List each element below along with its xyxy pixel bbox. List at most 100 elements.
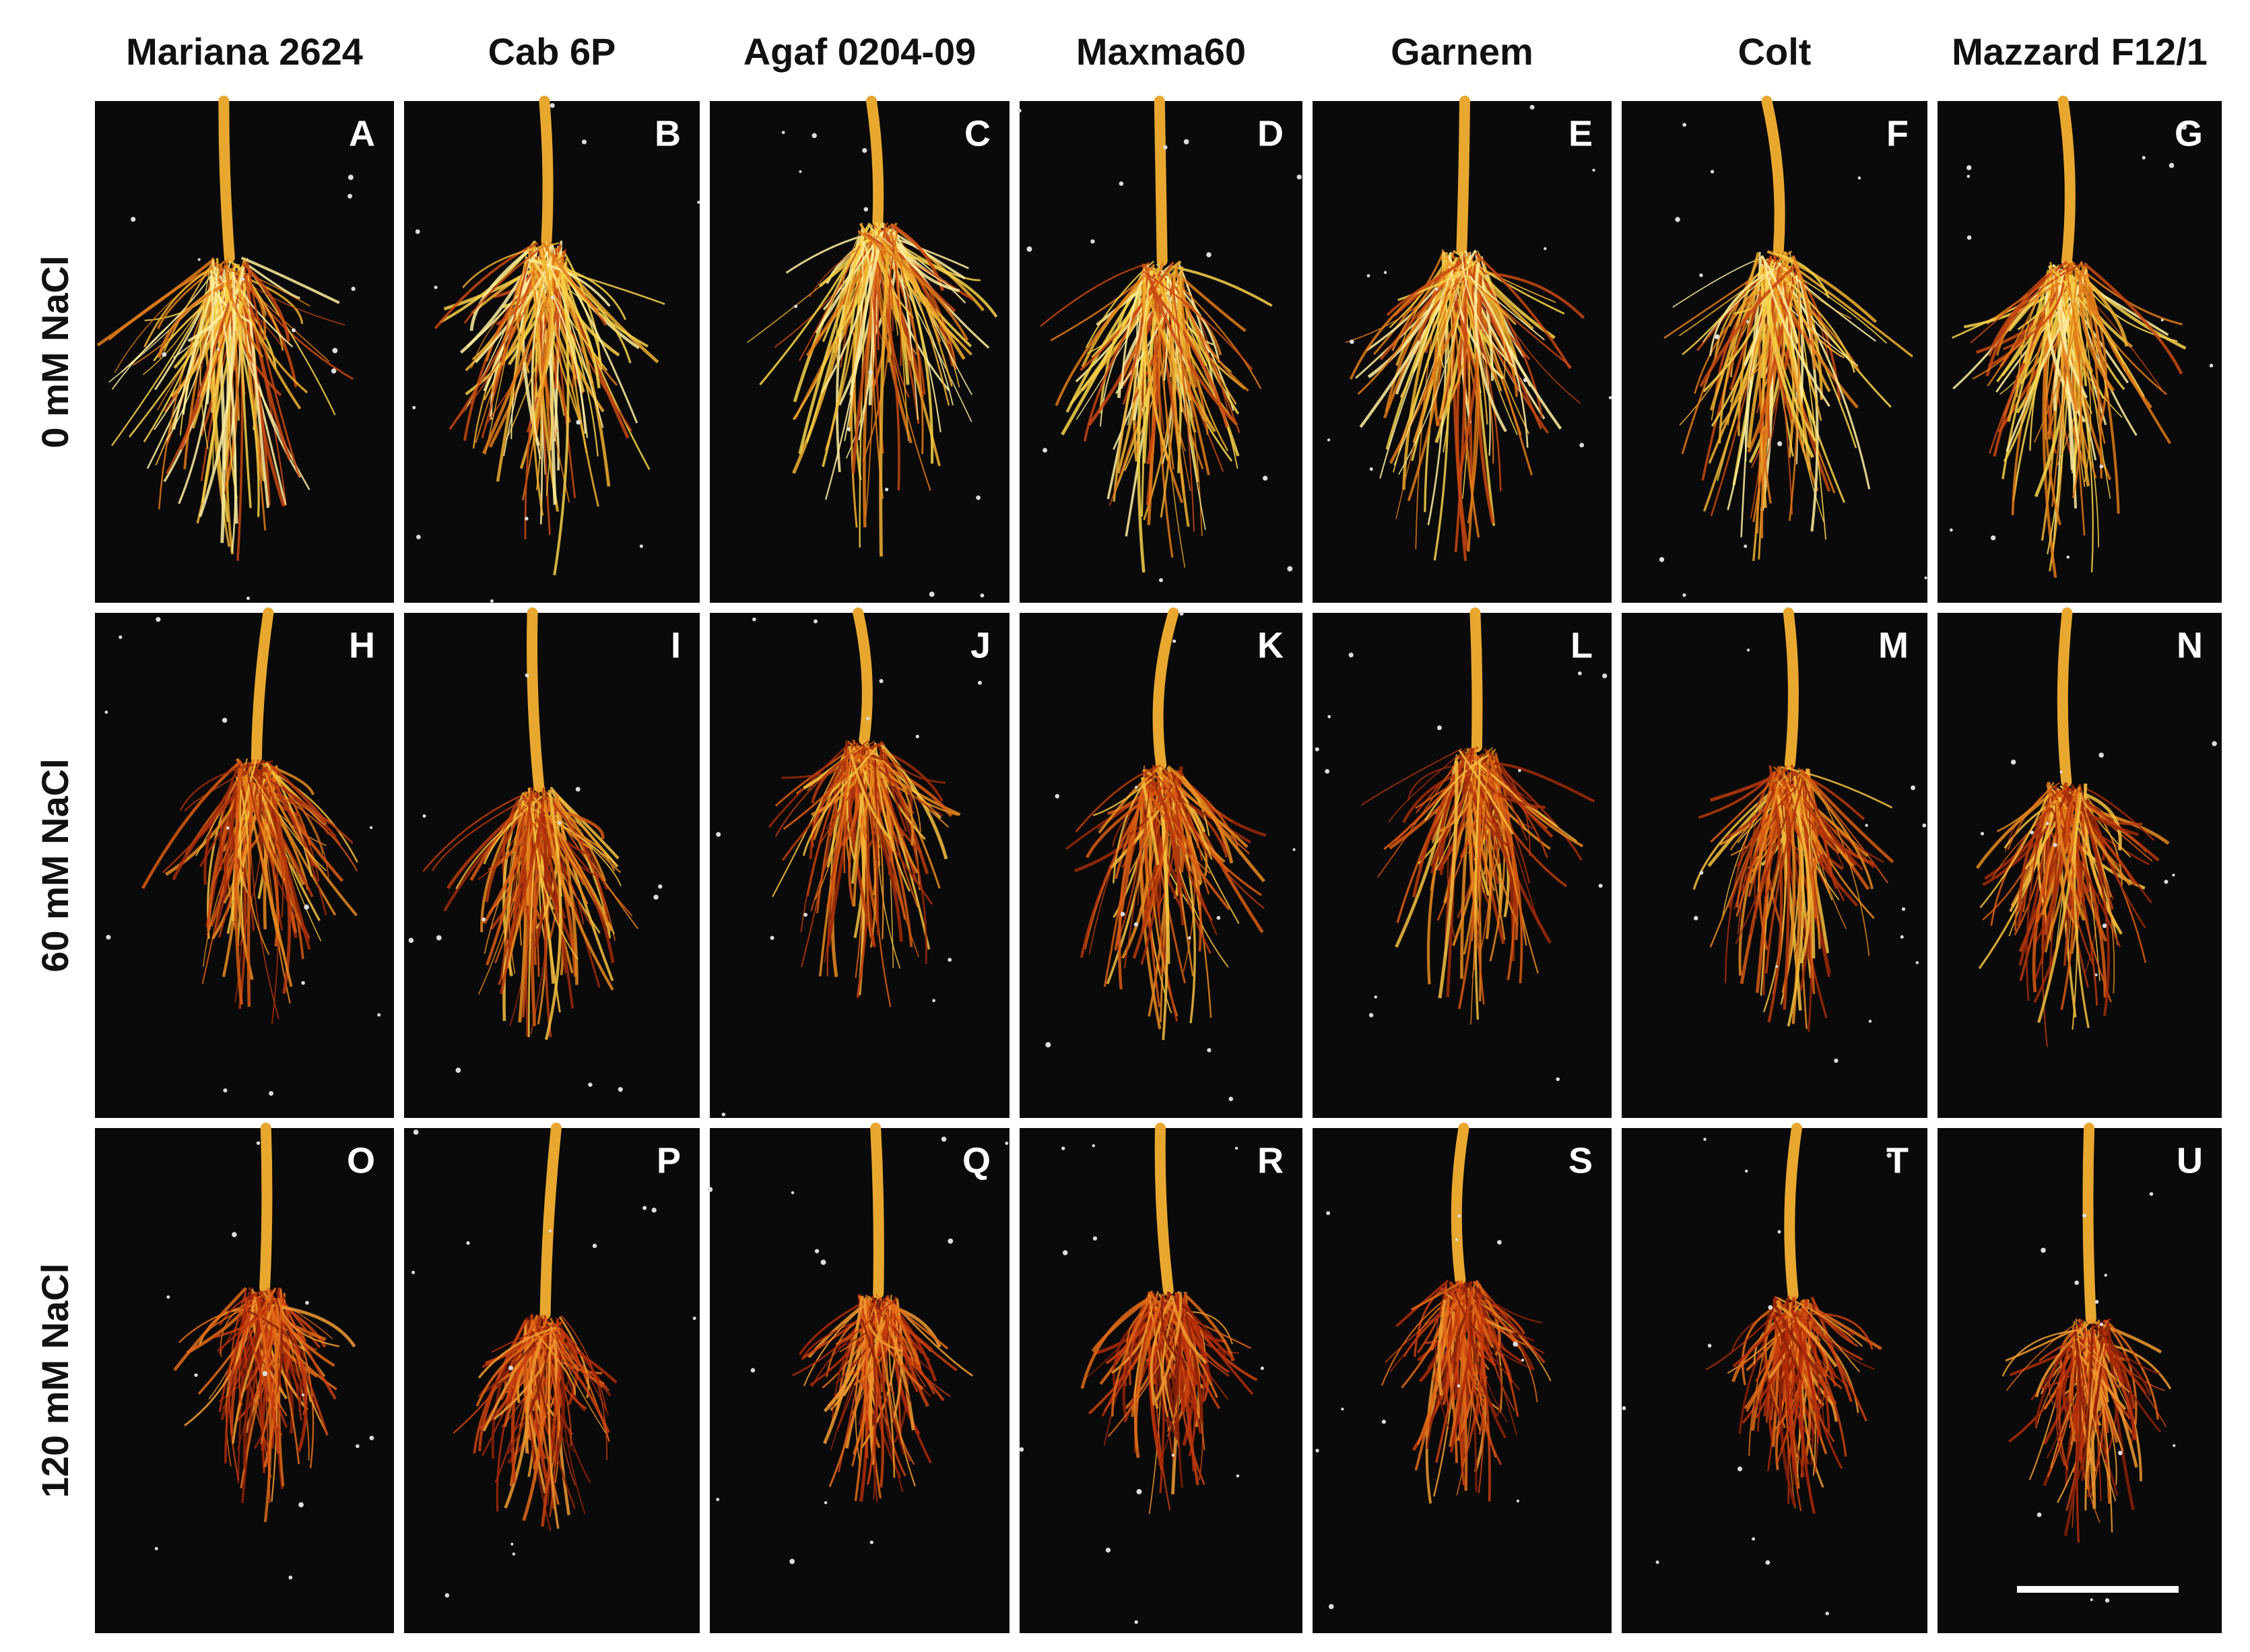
soil-speck xyxy=(1655,1560,1659,1564)
root xyxy=(201,275,250,503)
panel-letter: I xyxy=(671,625,681,665)
root xyxy=(1127,267,1152,426)
root xyxy=(1163,1299,1197,1416)
column-header: Garnem xyxy=(1391,30,1533,73)
soil-speck xyxy=(558,820,562,825)
soil-speck xyxy=(1045,1042,1051,1048)
soil-speck xyxy=(1694,916,1698,921)
root xyxy=(1170,275,1186,452)
root xyxy=(2048,1335,2076,1405)
root xyxy=(1795,1300,1863,1347)
root xyxy=(1801,777,1863,871)
soil-speck xyxy=(2010,759,2016,765)
root xyxy=(1699,265,1797,387)
root xyxy=(2076,1338,2130,1393)
soil-speck xyxy=(642,1205,647,1210)
root xyxy=(861,1319,905,1455)
root xyxy=(1781,766,1893,809)
soil-speck xyxy=(1966,174,1971,178)
root xyxy=(504,1338,548,1402)
root xyxy=(867,741,881,866)
stem xyxy=(539,1123,562,1320)
root xyxy=(2001,1329,2080,1377)
root xyxy=(246,261,300,477)
root xyxy=(2078,269,2115,392)
root xyxy=(1178,267,1273,307)
root xyxy=(545,791,607,882)
root xyxy=(1725,774,1773,983)
root xyxy=(2065,789,2080,873)
root xyxy=(1158,279,1174,558)
root xyxy=(197,1287,277,1395)
panel-letter: F xyxy=(1886,113,1909,154)
soil-speck xyxy=(1043,448,1048,453)
root xyxy=(1436,271,1457,368)
root xyxy=(2061,790,2140,836)
root xyxy=(1383,755,1469,851)
root-photo xyxy=(710,607,1010,1118)
root-photo xyxy=(1018,96,1302,603)
root xyxy=(869,1301,889,1465)
root xyxy=(1774,1321,1801,1409)
root xyxy=(172,280,216,430)
root xyxy=(1142,284,1192,401)
soil-speck xyxy=(824,1501,828,1505)
soil-speck xyxy=(1348,652,1354,658)
soil-speck xyxy=(2066,555,2070,559)
soil-speck xyxy=(1228,1096,1234,1102)
root-photo xyxy=(95,96,394,603)
column-header: Mazzard F12/1 xyxy=(1952,30,2208,73)
soil-speck xyxy=(1163,145,1168,150)
soil-speck xyxy=(1092,1144,1096,1148)
root xyxy=(2083,792,2122,851)
root xyxy=(871,238,900,491)
root xyxy=(1434,1288,1474,1463)
soil-speck xyxy=(697,201,700,204)
stem xyxy=(1784,1123,1802,1300)
root xyxy=(1801,786,1833,900)
soil-speck xyxy=(466,1241,470,1245)
root xyxy=(184,1300,255,1427)
soil-speck xyxy=(1369,467,1373,471)
column-header: Cab 6P xyxy=(488,30,616,73)
root xyxy=(469,248,532,331)
soil-speck xyxy=(1135,785,1138,789)
root xyxy=(768,741,852,828)
root xyxy=(1455,1294,1532,1369)
root xyxy=(1122,262,1150,405)
soil-speck xyxy=(820,1259,826,1265)
root xyxy=(548,1322,560,1529)
root xyxy=(1155,275,1246,390)
soil-speck xyxy=(356,1444,360,1449)
soil-speck xyxy=(707,1187,713,1193)
soil-speck xyxy=(351,286,356,291)
root xyxy=(545,791,584,882)
soil-speck xyxy=(639,544,643,548)
root xyxy=(1663,250,1793,339)
stem xyxy=(2082,1123,2096,1324)
root xyxy=(483,795,543,865)
root xyxy=(1158,1313,1180,1432)
stem xyxy=(2057,96,2076,267)
root xyxy=(2072,281,2138,436)
soil-speck xyxy=(2104,1274,2107,1277)
root xyxy=(881,747,921,832)
root xyxy=(1179,266,1216,432)
soil-speck xyxy=(2045,822,2049,826)
root xyxy=(799,245,861,361)
soil-speck xyxy=(1436,725,1442,731)
root-photo xyxy=(1938,96,2222,603)
soil-speck xyxy=(416,535,421,539)
root xyxy=(226,766,273,880)
soil-speck xyxy=(411,1270,416,1274)
root xyxy=(882,759,914,846)
soil-speck xyxy=(305,1300,309,1305)
root xyxy=(1184,1315,1203,1422)
root xyxy=(2033,281,2088,443)
soil-speck xyxy=(575,787,581,792)
soil-speck xyxy=(332,348,338,354)
soil-speck xyxy=(1966,165,1972,170)
root xyxy=(1776,1303,1838,1368)
root xyxy=(1441,256,1517,325)
root xyxy=(1799,772,1874,890)
